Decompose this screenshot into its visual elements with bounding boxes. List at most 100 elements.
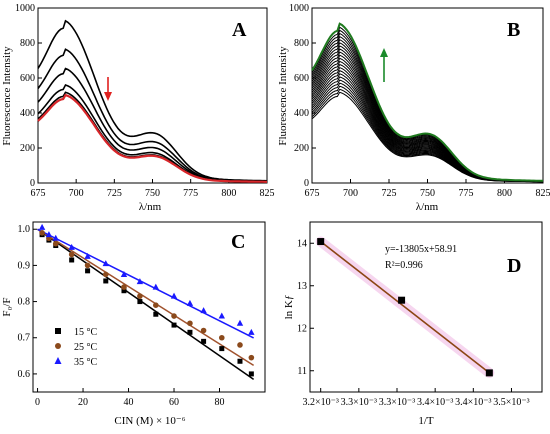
c-point-triangle [152, 283, 160, 290]
c-fit-line-2 [37, 228, 255, 367]
b-ytick-label: 200 [294, 143, 309, 154]
b-xtick-label: 800 [497, 188, 512, 199]
c-xtick-label: 0 [35, 397, 40, 408]
c-point-triangle [186, 299, 194, 306]
c-point-triangle [136, 278, 144, 285]
panel-a-curves [37, 19, 268, 183]
c-point-square [85, 268, 91, 274]
b-ytick-label: 600 [294, 73, 309, 84]
panel-d-points [317, 238, 493, 377]
c-legend-marker [54, 357, 62, 364]
panel-c: 0 20 40 60 80 0.6 0.7 0.8 0.9 1.0 15 °C 25 °C 35 °C… [1, 221, 266, 427]
a-ytick-label: 800 [20, 38, 35, 49]
c-point-triangle [120, 270, 128, 277]
a-xtick-label: 750 [145, 188, 160, 199]
d-ytick-label: 14 [297, 238, 307, 249]
panel-c-ylabel: F₀/F [1, 297, 13, 316]
d-point-square [485, 369, 493, 377]
d-xtick-label: 3.4×10⁻³ [417, 397, 453, 408]
c-point-triangle [248, 328, 255, 335]
a-ytick-label: 1000 [15, 3, 35, 14]
b-arrow-head [380, 48, 388, 57]
b-ytick-label: 400 [294, 108, 309, 119]
a-xtick-label: 800 [221, 188, 236, 199]
d-ytick-label: 12 [297, 323, 307, 334]
b-ytick-label: 1000 [289, 3, 309, 14]
panel-d-fit-line [315, 236, 495, 378]
panel-b-ticks: 675 700 725 750 775 800 825 0 200 400 600 800 1000 [289, 3, 550, 199]
c-ytick-label: 0.8 [18, 297, 31, 308]
c-point-circle [171, 313, 177, 319]
c-point-triangle [45, 231, 53, 238]
d-xtick-label: 3.4×10⁻³ [455, 397, 491, 408]
c-xtick-label: 80 [215, 397, 225, 408]
b-xtick-label: 750 [420, 188, 435, 199]
panel-a-xlabel: λ/nm [139, 201, 162, 213]
c-ytick-label: 0.6 [18, 369, 31, 380]
c-point-square [187, 329, 193, 335]
a-series-6 [37, 93, 267, 183]
b-xtick-label: 825 [536, 188, 550, 199]
c-point-circle [187, 320, 193, 327]
b-xtick-label: 775 [459, 188, 474, 199]
b-xtick-label: 700 [343, 188, 358, 199]
c-point-square [219, 346, 225, 352]
panel-b-curves [311, 22, 544, 183]
b-xtick-label: 675 [305, 188, 320, 199]
panel-a: 675 700 725 750 775 800 825 0 200 400 600 800 1000 A… [1, 3, 275, 213]
d-ytick-label: 11 [297, 366, 307, 377]
c-point-square [201, 338, 207, 344]
panel-c-frame [32, 221, 266, 393]
c-point-circle [52, 240, 59, 247]
d-ytick-label: 13 [297, 281, 307, 292]
panel-c-points [38, 223, 255, 377]
c-point-triangle [236, 319, 244, 326]
c-xtick-label: 40 [124, 397, 134, 408]
panel-d: 3.2×10⁻³ 3.3×10⁻³ 3.3×10⁻³ 3.4×10⁻³ 3.4×10⁻³… [283, 221, 543, 427]
c-xtick-label: 20 [78, 397, 88, 408]
c-legend-marker [55, 343, 61, 349]
panel-d-frame [309, 221, 543, 393]
c-point-triangle [52, 234, 59, 241]
a-ytick-label: 600 [20, 73, 35, 84]
panel-d-equation: y=-13805x+58.91 [385, 244, 457, 255]
c-point-circle [200, 327, 207, 334]
panel-b: 675 700 725 750 775 800 825 0 200 400 600 800 1000 B… [277, 3, 550, 213]
d-fit-line [320, 240, 490, 374]
c-ytick-label: 1.0 [18, 224, 31, 235]
panel-a-label: A [232, 19, 247, 41]
c-fit-line-3 [37, 228, 254, 339]
c-point-square [153, 311, 159, 317]
c-point-circle [137, 293, 143, 299]
c-point-triangle [38, 223, 46, 230]
panel-a-ticks: 675 700 725 750 775 800 825 0 200 400 600 800 1000 [15, 3, 275, 199]
a-ytick-label: 400 [20, 108, 35, 119]
panel-d-ticks: 3.2×10⁻³ 3.3×10⁻³ 3.3×10⁻³ 3.4×10⁻³ 3.4×10⁻³… [297, 238, 530, 408]
panel-d-r2: R²=0.996 [385, 260, 423, 271]
c-point-circle [153, 302, 159, 308]
d-xtick-label: 3.5×10⁻³ [493, 397, 529, 408]
a-ytick-label: 200 [20, 143, 35, 154]
panel-c-xlabel: CIN (M) × 10⁻⁶ [114, 415, 185, 427]
d-xtick-label: 3.2×10⁻³ [302, 397, 338, 408]
a-xtick-label: 725 [107, 188, 122, 199]
b-ytick-label: 800 [294, 38, 309, 49]
c-point-circle [248, 354, 255, 361]
c-point-circle [121, 284, 127, 290]
d-xtick-label: 3.3×10⁻³ [341, 397, 377, 408]
c-point-triangle [200, 307, 207, 314]
panel-c-legend: 15 °C 25 °C 35 °C [54, 327, 97, 368]
c-point-triangle [170, 292, 178, 299]
panel-a-ylabel: Fluorescence Intensity [1, 46, 13, 146]
c-point-circle [102, 271, 109, 278]
a-ytick-label: 0 [30, 178, 35, 189]
c-point-square [103, 278, 109, 284]
c-point-circle [218, 334, 225, 341]
c-legend-marker [55, 328, 61, 334]
c-point-triangle [68, 243, 75, 250]
c-point-circle [84, 262, 91, 269]
a-arrow-head [104, 92, 112, 101]
panel-b-ylabel: Fluorescence Intensity [277, 46, 289, 146]
a-xtick-label: 775 [183, 188, 198, 199]
c-point-circle [68, 251, 75, 258]
